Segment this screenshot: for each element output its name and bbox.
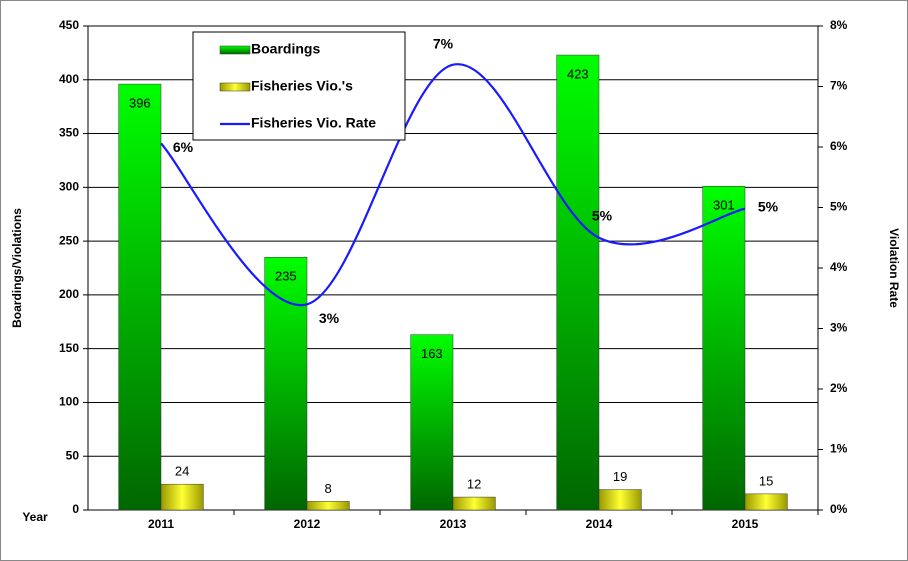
bar bbox=[556, 54, 600, 511]
data-label: 423 bbox=[567, 66, 589, 81]
data-label: 163 bbox=[421, 346, 443, 361]
x-axis-label: Year bbox=[22, 510, 48, 524]
rate-label: 3% bbox=[319, 310, 340, 326]
data-label: 235 bbox=[275, 269, 297, 284]
y2-tick-label: 2% bbox=[830, 381, 848, 395]
y-tick-label: 200 bbox=[59, 287, 79, 301]
y-tick-label: 50 bbox=[66, 448, 80, 462]
x-tick-label: 2015 bbox=[732, 517, 759, 531]
data-label: 8 bbox=[325, 481, 332, 496]
y-tick-label: 150 bbox=[59, 341, 79, 355]
y-tick-label: 400 bbox=[59, 72, 79, 86]
y2-tick-label: 3% bbox=[830, 321, 848, 335]
y2-tick-label: 5% bbox=[830, 200, 848, 214]
line bbox=[160, 63, 746, 307]
bar bbox=[160, 483, 204, 511]
rate-label: 5% bbox=[758, 198, 779, 214]
legend-label: Fisheries Vio.'s bbox=[251, 78, 353, 94]
y-tick-label: 300 bbox=[59, 180, 79, 194]
data-label: 24 bbox=[175, 464, 189, 479]
data-label: 15 bbox=[759, 473, 773, 488]
y-tick-label: 350 bbox=[59, 126, 79, 140]
legend-swatch bbox=[219, 45, 251, 55]
x-tick-label: 2011 bbox=[148, 517, 174, 531]
y2-tick-label: 7% bbox=[830, 79, 848, 93]
y-tick-label: 450 bbox=[59, 18, 79, 32]
y-tick-label: 250 bbox=[59, 233, 79, 247]
y2-tick-label: 0% bbox=[830, 502, 848, 516]
bar bbox=[598, 489, 642, 511]
rate-label: 5% bbox=[592, 207, 613, 223]
data-label: 301 bbox=[713, 198, 735, 213]
x-tick-label: 2013 bbox=[440, 517, 467, 531]
bar bbox=[744, 493, 788, 511]
bar bbox=[410, 334, 454, 511]
rate-label: 7% bbox=[433, 35, 454, 51]
x-tick-label: 2012 bbox=[294, 517, 321, 531]
y-axis-label: Boardings/Violations bbox=[10, 208, 24, 328]
data-label: 19 bbox=[613, 469, 627, 484]
legend-label: Boardings bbox=[251, 41, 320, 57]
legend-swatch bbox=[219, 82, 251, 92]
bar bbox=[264, 256, 308, 511]
y2-tick-label: 8% bbox=[830, 18, 848, 32]
bar bbox=[452, 496, 496, 511]
bar bbox=[702, 186, 746, 511]
y2-tick-label: 1% bbox=[830, 442, 848, 456]
y2-tick-label: 6% bbox=[830, 139, 848, 153]
y-tick-label: 0 bbox=[72, 502, 79, 516]
y2-axis-label: Violation Rate bbox=[887, 228, 901, 308]
y2-tick-label: 4% bbox=[830, 260, 848, 274]
x-tick-label: 2014 bbox=[586, 517, 613, 531]
data-label: 396 bbox=[129, 96, 151, 111]
bar bbox=[118, 83, 162, 511]
rate-label: 6% bbox=[173, 139, 194, 155]
data-label: 12 bbox=[467, 477, 481, 492]
legend-label: Fisheries Vio. Rate bbox=[251, 115, 376, 131]
y-tick-label: 100 bbox=[59, 395, 79, 409]
bar bbox=[306, 501, 350, 511]
